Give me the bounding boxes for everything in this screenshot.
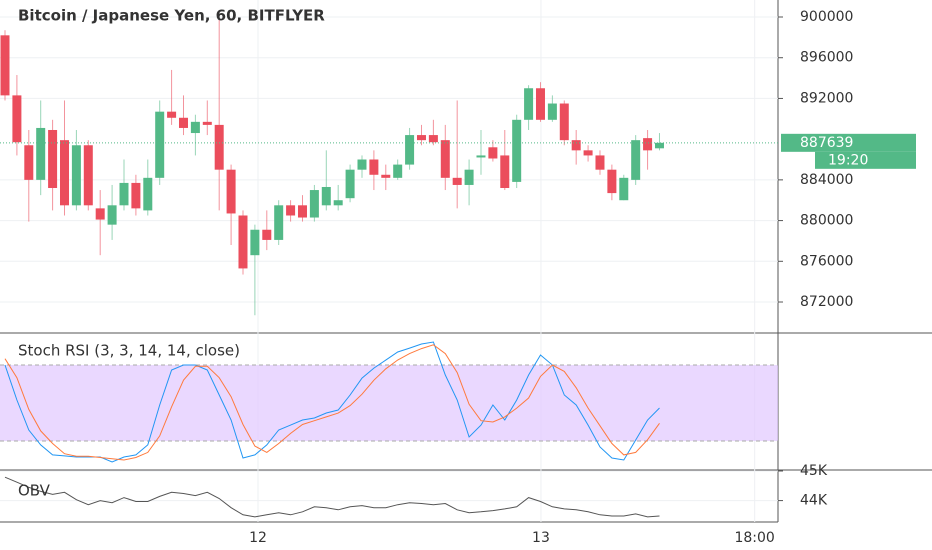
y-tick-label: 884000 xyxy=(800,172,853,188)
candle-body xyxy=(321,186,331,206)
candle-body xyxy=(178,117,188,128)
countdown-label: 19:20 xyxy=(828,152,868,168)
candle-body xyxy=(167,111,177,118)
candle-body xyxy=(131,182,141,209)
candle-body xyxy=(286,205,296,216)
candle-body xyxy=(71,145,81,206)
candle-body xyxy=(607,169,617,194)
x-tick-label: 12 xyxy=(249,530,267,546)
candle-body xyxy=(405,135,415,165)
candle-body xyxy=(95,208,105,220)
candle-body xyxy=(440,140,450,178)
candle-body xyxy=(535,88,545,120)
indicator-title: Stoch RSI (3, 3, 14, 14, close) xyxy=(18,342,240,360)
y-tick-label: 876000 xyxy=(800,253,853,269)
candle-body xyxy=(393,164,403,178)
candle-body xyxy=(190,121,200,134)
candle-body xyxy=(48,129,58,189)
candle-body xyxy=(416,135,426,141)
candle-body xyxy=(262,229,272,240)
candle-body xyxy=(214,124,224,170)
last-price-box xyxy=(781,133,916,152)
candle-body xyxy=(488,147,498,159)
x-tick-label: 18:00 xyxy=(734,530,774,546)
candle-body xyxy=(333,200,343,206)
candle-body xyxy=(500,155,510,189)
candle-body xyxy=(119,182,129,206)
candle-body xyxy=(12,95,22,143)
candle-body xyxy=(0,35,10,96)
y-tick-label: 896000 xyxy=(800,50,853,66)
candle-body xyxy=(452,177,462,185)
candle-body xyxy=(24,145,34,180)
candle-body xyxy=(59,140,69,206)
indicator-line xyxy=(4,341,660,463)
candle-body xyxy=(238,215,248,269)
candle-body xyxy=(619,177,629,201)
last-price-label: 887639 xyxy=(800,135,853,151)
candle-body xyxy=(274,205,284,240)
candle-body xyxy=(512,119,522,182)
candle-body xyxy=(631,140,641,180)
candle-body xyxy=(345,169,355,199)
candle-body xyxy=(107,205,117,225)
y-tick-label: 900000 xyxy=(800,9,853,25)
candle-body xyxy=(36,127,46,180)
y-tick-label: 872000 xyxy=(800,294,853,310)
indicator-title: OBV xyxy=(18,482,51,500)
candle-body xyxy=(83,145,93,206)
candle-body xyxy=(155,111,165,178)
candle-body xyxy=(297,205,307,218)
candle-body xyxy=(357,159,367,170)
candle-body xyxy=(143,177,153,211)
x-tick-label: 13 xyxy=(532,530,550,546)
candle-body xyxy=(643,138,653,151)
candle-body xyxy=(547,103,557,120)
countdown-box xyxy=(815,151,916,169)
candle-body xyxy=(571,140,581,151)
indicator-line xyxy=(4,476,660,518)
candle-body xyxy=(559,103,569,141)
candle-body xyxy=(369,159,379,175)
candle-body xyxy=(464,169,474,185)
y-tick-label: 44K xyxy=(800,493,828,509)
candle-body xyxy=(428,135,438,143)
candle-body xyxy=(226,169,236,214)
y-tick-label: 45K xyxy=(800,463,828,479)
y-tick-label: 880000 xyxy=(800,213,853,229)
candle-body xyxy=(654,142,664,149)
overbought-oversold-band xyxy=(0,365,778,442)
candle-body xyxy=(309,190,319,218)
candle-body xyxy=(250,229,260,256)
indicator-line xyxy=(4,344,660,461)
candle-body xyxy=(202,121,212,125)
candle-body xyxy=(583,150,593,156)
candle-body xyxy=(595,155,605,170)
candle-body xyxy=(476,155,486,158)
candle-body xyxy=(524,88,534,120)
y-tick-label: 892000 xyxy=(800,90,853,106)
candle-body xyxy=(381,174,391,178)
chart-title: Bitcoin / Japanese Yen, 60, BITFLYER xyxy=(18,7,325,25)
